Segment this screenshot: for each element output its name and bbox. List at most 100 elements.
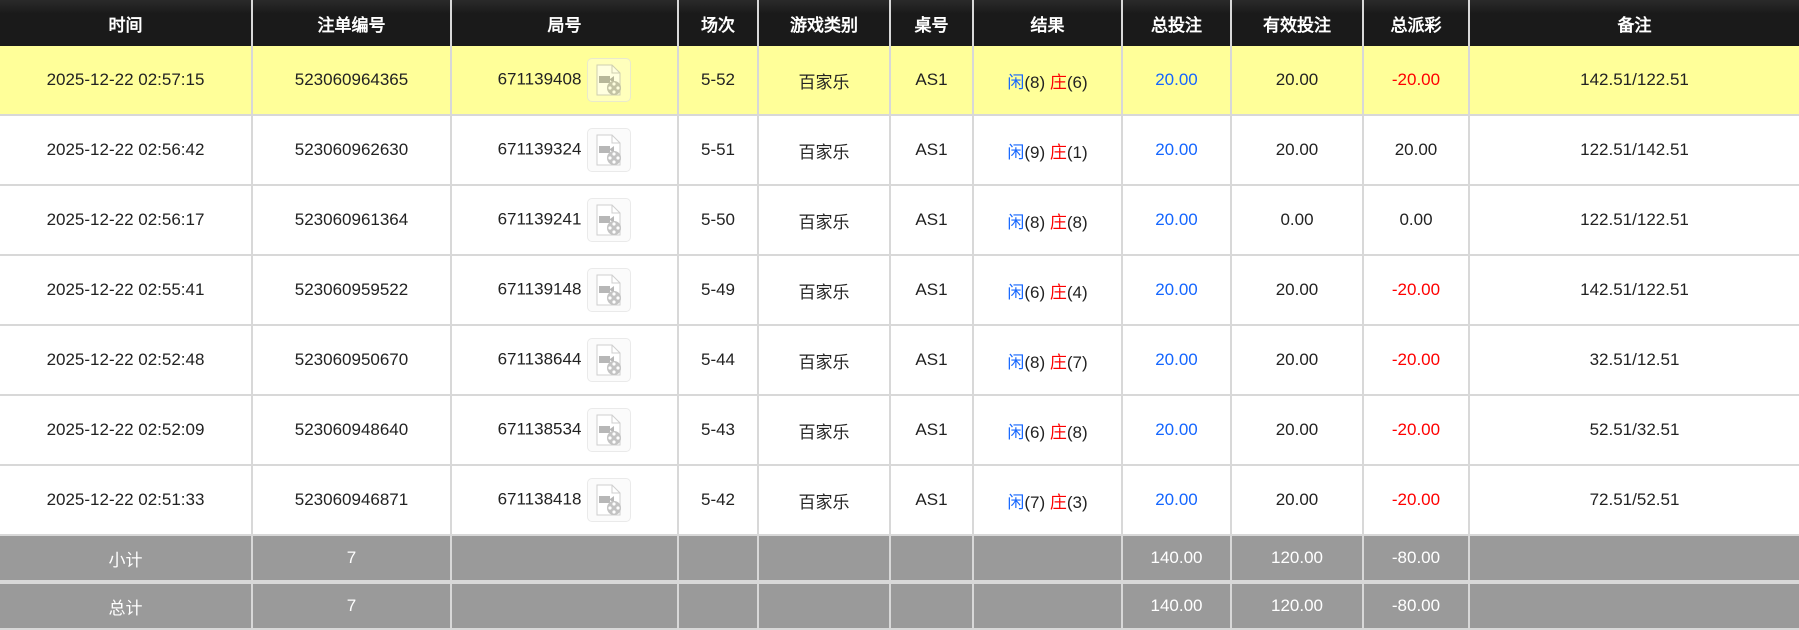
- total-valid-bet: 120.00: [1231, 582, 1364, 630]
- note-cell: 122.51/142.51: [1469, 115, 1799, 186]
- shoe-cell: 5-44: [678, 325, 759, 396]
- round-number: 671139241: [497, 209, 582, 229]
- round-cell: 671139241: [451, 185, 679, 256]
- total-label: 总计: [0, 582, 253, 630]
- banker-label: 庄: [1049, 422, 1067, 442]
- column-header: 桌号: [889, 0, 973, 46]
- result-cell: 闲(8) 庄(8): [973, 185, 1123, 256]
- player-score: (7): [1024, 492, 1046, 512]
- video-file-icon[interactable]: [587, 198, 632, 242]
- video-file-icon[interactable]: [587, 58, 632, 102]
- note-cell: 142.51/122.51: [1469, 255, 1799, 326]
- bet-id-cell: 523060961364: [252, 185, 452, 256]
- column-header: 场次: [677, 0, 758, 46]
- total-bet-cell: 20.00: [1122, 465, 1232, 536]
- payout-cell: -20.00: [1363, 465, 1470, 536]
- table-row[interactable]: 2025-12-22 02:51:33 523060946871 6711384…: [0, 465, 1799, 536]
- table-row[interactable]: 2025-12-22 02:52:48 523060950670 6711386…: [0, 325, 1799, 396]
- table-number-cell: AS1: [890, 395, 974, 466]
- result-cell: 闲(8) 庄(7): [973, 325, 1123, 396]
- player-label: 闲: [1007, 212, 1025, 232]
- payout-cell: 0.00: [1363, 185, 1470, 256]
- bet-id-cell: 523060959522: [252, 255, 452, 326]
- player-score: (8): [1024, 72, 1046, 92]
- result-cell: 闲(7) 庄(3): [973, 465, 1123, 536]
- total-row: 总计 7 140.00 120.00 -80.00: [0, 582, 1799, 630]
- valid-bet-cell: 20.00: [1231, 325, 1364, 396]
- player-score: (6): [1024, 282, 1046, 302]
- subtotal-count: 7: [252, 535, 452, 584]
- video-file-icon[interactable]: [587, 478, 632, 522]
- table-row[interactable]: 2025-12-22 02:56:17 523060961364 6711392…: [0, 185, 1799, 256]
- player-label: 闲: [1007, 352, 1025, 372]
- payout-cell: -20.00: [1363, 255, 1470, 326]
- shoe-cell: 5-52: [678, 46, 759, 116]
- note-cell: 72.51/52.51: [1469, 465, 1799, 536]
- video-file-icon[interactable]: [587, 268, 632, 312]
- total-bet-cell: 20.00: [1122, 185, 1232, 256]
- shoe-cell: 5-51: [678, 115, 759, 186]
- table-number-cell: AS1: [890, 46, 974, 116]
- video-file-icon[interactable]: [587, 338, 632, 382]
- round-number: 671138418: [497, 489, 582, 509]
- total-bet-cell: 20.00: [1122, 255, 1232, 326]
- table-number-cell: AS1: [890, 255, 974, 326]
- empty-cell: [451, 535, 679, 584]
- banker-label: 庄: [1049, 72, 1067, 92]
- table-row[interactable]: 2025-12-22 02:55:41 523060959522 6711391…: [0, 255, 1799, 326]
- player-label: 闲: [1007, 492, 1025, 512]
- banker-score: (6): [1066, 72, 1088, 92]
- banker-score: (1): [1066, 142, 1088, 162]
- game-type-cell: 百家乐: [758, 325, 891, 396]
- total-bet-cell: 20.00: [1122, 46, 1232, 116]
- video-file-icon[interactable]: [587, 408, 632, 452]
- total-total-bet: 140.00: [1122, 582, 1232, 630]
- banker-score: (7): [1066, 352, 1088, 372]
- table-number-cell: AS1: [890, 185, 974, 256]
- column-header: 注单编号: [251, 0, 451, 46]
- time-cell: 2025-12-22 02:51:33: [0, 465, 253, 536]
- note-cell: 142.51/122.51: [1469, 46, 1799, 116]
- game-type-cell: 百家乐: [758, 395, 891, 466]
- total-bet-cell: 20.00: [1122, 325, 1232, 396]
- valid-bet-cell: 20.00: [1231, 115, 1364, 186]
- player-label: 闲: [1007, 142, 1025, 162]
- game-type-cell: 百家乐: [758, 46, 891, 116]
- time-cell: 2025-12-22 02:52:09: [0, 395, 253, 466]
- table-row[interactable]: 2025-12-22 02:52:09 523060948640 6711385…: [0, 395, 1799, 466]
- payout-cell: -20.00: [1363, 395, 1470, 466]
- banker-label: 庄: [1049, 352, 1067, 372]
- player-score: (8): [1024, 212, 1046, 232]
- subtotal-total-bet: 140.00: [1122, 535, 1232, 584]
- empty-cell: [678, 582, 759, 630]
- player-score: (6): [1024, 422, 1046, 442]
- total-payout: -80.00: [1363, 582, 1470, 630]
- note-cell: 52.51/32.51: [1469, 395, 1799, 466]
- banker-score: (8): [1066, 422, 1088, 442]
- empty-cell: [758, 535, 891, 584]
- player-label: 闲: [1007, 72, 1025, 92]
- round-cell: 671139408: [451, 46, 679, 116]
- valid-bet-cell: 20.00: [1231, 46, 1364, 116]
- table-row[interactable]: 2025-12-22 02:57:15 523060964365 6711394…: [0, 46, 1799, 116]
- banker-label: 庄: [1049, 212, 1067, 232]
- payout-cell: 20.00: [1363, 115, 1470, 186]
- empty-cell: [1469, 535, 1799, 584]
- table-row[interactable]: 2025-12-22 02:56:42 523060962630 6711393…: [0, 115, 1799, 186]
- player-score: (8): [1024, 352, 1046, 372]
- total-bet-cell: 20.00: [1122, 395, 1232, 466]
- round-cell: 671139324: [451, 115, 679, 186]
- empty-cell: [1469, 582, 1799, 630]
- column-header: 备注: [1468, 0, 1799, 46]
- payout-cell: -20.00: [1363, 46, 1470, 116]
- table-number-cell: AS1: [890, 465, 974, 536]
- video-file-icon[interactable]: [587, 128, 632, 172]
- bet-id-cell: 523060964365: [252, 46, 452, 116]
- time-cell: 2025-12-22 02:57:15: [0, 46, 253, 116]
- note-cell: 122.51/122.51: [1469, 185, 1799, 256]
- result-cell: 闲(9) 庄(1): [973, 115, 1123, 186]
- shoe-cell: 5-43: [678, 395, 759, 466]
- round-cell: 671138418: [451, 465, 679, 536]
- table-header: 时间 注单编号 局号 场次 游戏类别 桌号 结果 总投注 有效投注 总派彩 备注: [0, 0, 1799, 46]
- result-cell: 闲(6) 庄(8): [973, 395, 1123, 466]
